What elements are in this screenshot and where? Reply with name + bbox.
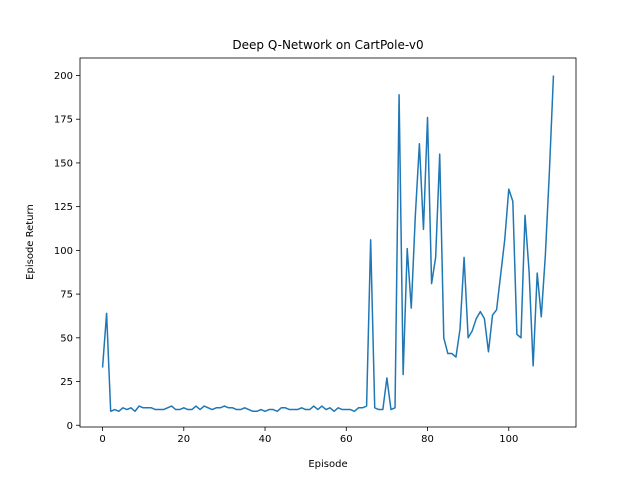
y-tick-label: 175	[54, 115, 73, 126]
x-tick-label: 60	[340, 434, 353, 445]
y-tick-label: 0	[67, 421, 73, 432]
y-axis-ticks: 0 25 50 75 100 125 150 175 200	[54, 71, 80, 432]
x-tick-label: 40	[259, 434, 272, 445]
y-tick-label: 75	[60, 290, 73, 301]
x-axis-ticks: 0 20 40 60 80 100	[99, 427, 518, 445]
y-tick-label: 50	[60, 333, 73, 344]
x-axis-title: Episode	[308, 459, 347, 470]
y-tick-label: 25	[60, 377, 73, 388]
episode-return-line	[101, 75, 555, 413]
y-tick-label: 200	[54, 71, 73, 82]
y-tick-label: 150	[54, 158, 73, 169]
plot-area	[101, 75, 555, 413]
x-tick-label: 100	[499, 434, 518, 445]
chart-title: Deep Q-Network on CartPole-v0	[232, 38, 423, 52]
x-tick-label: 20	[177, 434, 190, 445]
y-tick-label: 100	[54, 246, 73, 257]
x-tick-label: 80	[421, 434, 434, 445]
axes-frame	[79, 57, 577, 428]
x-tick-label: 0	[99, 434, 105, 445]
y-axis-title: Episode Return	[25, 204, 36, 280]
y-tick-label: 125	[54, 202, 73, 213]
